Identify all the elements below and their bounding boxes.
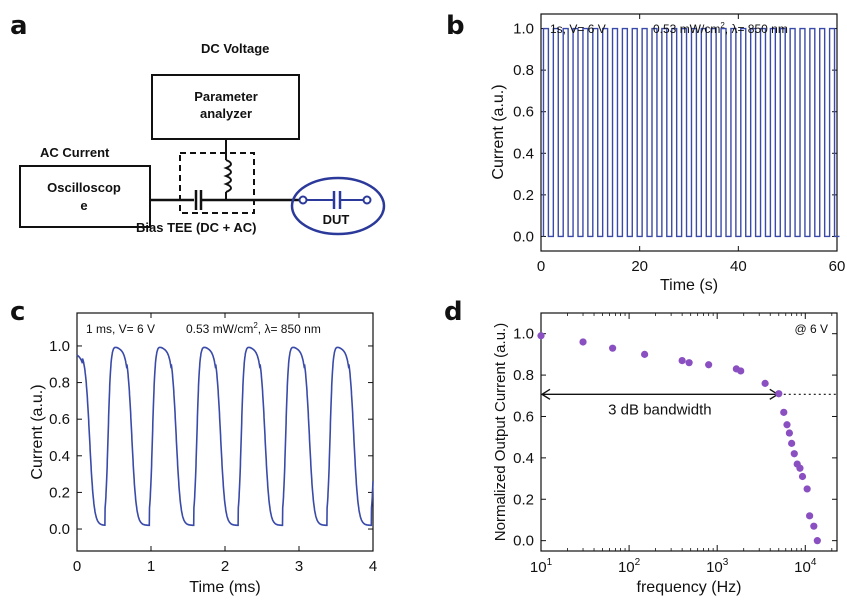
bandwidth-arrowhead-left [540,388,551,400]
ac-current-label: AC Current [40,145,110,160]
y-tick-label: 0.8 [513,367,534,384]
dc-voltage-label: DC Voltage [201,41,269,56]
data-point [813,537,821,545]
data-point [705,361,713,369]
y-tick-label: 0.2 [49,484,70,501]
oscilloscope-label-line1: Oscilloscop [47,180,121,195]
plot-frame-d [540,312,838,552]
y-tick-label: 0.4 [513,450,534,467]
x-tick-label: 20 [631,258,648,275]
dut-capacitor-icon [298,191,372,209]
panel-label-c: c [10,297,25,327]
data-point [790,450,798,458]
x-tick-label: 4 [369,558,377,575]
data-point [785,429,793,437]
xlabel-d: frequency (Hz) [637,579,742,596]
panel-label-b: b [446,11,465,41]
annotation-right-c-post: , λ= 850 nm [258,322,321,336]
plot-frame-b [540,13,838,252]
y-tick-label: 0.6 [513,104,534,121]
plot-frame-c [76,312,374,552]
data-point [796,464,804,472]
data-point [788,439,796,447]
y-tick-label: 0.8 [49,375,70,392]
y-tick-label: 0.6 [49,411,70,428]
dut-label: DUT [323,212,350,227]
dut-ellipse [290,176,386,236]
y-tick-label: 0.0 [513,228,534,245]
data-point [678,357,686,365]
oscilloscope-label-line2: e [80,198,87,213]
annotation-right-b-sup: 2 [720,21,725,30]
y-tick-label: 0.0 [513,533,534,550]
x-tick-label: 60 [829,258,846,275]
x-tick-label: 0 [73,558,81,575]
annotation-right-b: 0.53 mW/cm2, λ= 850 nm [653,21,788,36]
data-point [806,512,814,520]
x-tick-label: 103 [706,557,729,576]
x-tick-label: 1 [147,558,155,575]
ylabel-b: Current (a.u.) [490,84,507,179]
y-tick-label: 0.8 [513,62,534,79]
annotation-right-c-sup: 2 [253,321,258,330]
xlabel-c: Time (ms) [189,579,260,596]
series-line-b [542,27,840,238]
x-tick-label: 2 [221,558,229,575]
annotation-right-b-post: , λ= 850 nm [725,22,788,36]
bandwidth-label: 3 dB bandwidth [608,401,711,418]
y-tick-label: 0.2 [513,187,534,204]
data-point [761,379,769,387]
x-tick-label: 40 [730,258,747,275]
annotation-left-b: 1s, V= 6 V [550,22,606,36]
x-tick-label: 3 [295,558,303,575]
chart-d: 101 102 103 104 0.0 0.2 0.4 0.6 0.8 1.0 3 dB band… [492,312,838,596]
data-point [780,408,788,416]
annotation-right-c: 0.53 mW/cm2, λ= 850 nm [186,321,321,336]
data-point [641,350,649,358]
bias-tee-label: Bias TEE (DC + AC) [136,220,257,235]
y-tick-label: 1.0 [513,21,534,38]
analyzer-label-line1: Parameter [194,89,258,104]
y-tick-label: 0.4 [49,448,70,465]
data-point [685,359,693,367]
y-tick-label: 0.4 [513,145,534,162]
data-point [783,421,791,429]
ylabel-d: Normalized Output Current (a.u.) [492,323,509,541]
panel-label-a: a [10,11,28,41]
y-tick-label: 1.0 [49,338,70,355]
y-tick-label: 0.6 [513,408,534,425]
inductor-icon [223,159,232,193]
series-line-c [76,346,374,527]
xlabel-b: Time (s) [660,277,718,294]
data-point [798,472,807,481]
data-point [609,344,617,352]
annotation-left-c: 1 ms, V= 6 V [86,322,155,336]
annotation-right-b-pre: 0.53 mW/cm [653,22,720,36]
chart-b: 0 20 40 60 0.0 0.2 0.4 0.6 0.8 1.0 1s, V= 6 V 0.5… [490,13,846,294]
panel-label-d: d [444,297,463,327]
data-point [803,485,811,493]
data-point [775,390,783,398]
annotation-d: @ 6 V [794,322,828,336]
data-point [537,332,545,340]
data-point [579,338,587,346]
x-tick-label: 102 [618,557,641,576]
annotation-right-c-pre: 0.53 mW/cm [186,322,253,336]
oscilloscope-box [19,165,151,228]
y-tick-label: 1.0 [513,326,534,343]
data-point [810,522,818,530]
y-tick-label: 0.0 [49,521,70,538]
data-point [737,367,745,375]
y-tick-label: 0.2 [513,491,534,508]
x-tick-label: 104 [794,557,817,576]
chart-c: 0 1 2 3 4 0.0 0.2 0.4 0.6 0.8 1.0 1 ms, V= 6 V 0.5… [29,312,377,596]
ylabel-c: Current (a.u.) [29,384,46,479]
analyzer-label-line2: analyzer [200,106,252,121]
x-tick-label: 0 [537,258,545,275]
x-tick-label: 101 [530,557,553,576]
bias-tee-box [179,152,255,214]
